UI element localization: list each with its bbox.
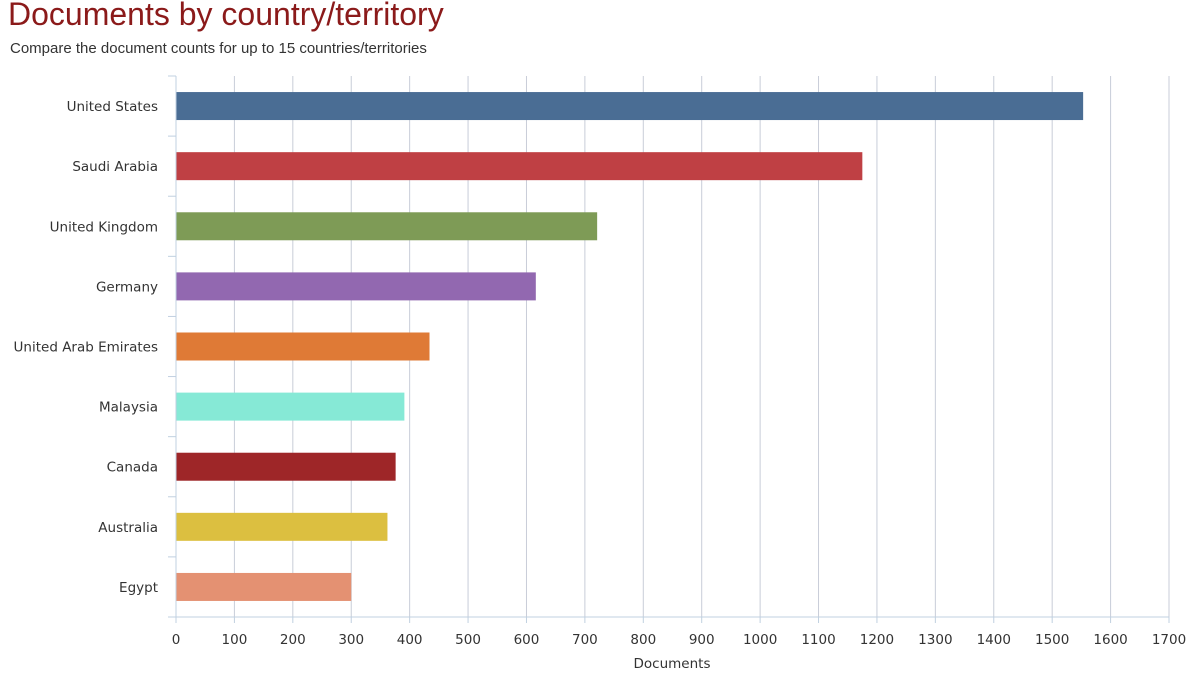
x-tick-label: 600 [514,632,540,648]
x-tick-label: 0 [172,632,181,648]
y-tick-label: Egypt [119,580,158,596]
bar-series [176,92,1084,601]
bar[interactable] [176,212,598,241]
y-tick-label: Canada [107,460,158,476]
x-tick-label: 200 [280,632,306,648]
x-axis-label: Documents [634,656,711,672]
chart-subtitle: Compare the document counts for up to 15… [10,40,427,57]
y-tick-label: Germany [96,279,158,295]
y-tick-label: Saudi Arabia [72,159,158,175]
x-tick-label: 1500 [1035,632,1069,648]
bar[interactable] [176,272,536,301]
x-tick-label: 800 [630,632,656,648]
x-tick-label: 1100 [801,632,835,648]
x-tick-label: 1000 [743,632,777,648]
bar[interactable] [176,92,1084,121]
bar[interactable] [176,332,430,361]
x-tick-label: 900 [689,632,715,648]
bar[interactable] [176,512,388,541]
axes: 0 100 200 300 400 500 600 700 800 900 1000 1100 1200… [14,75,1186,648]
x-tick-label: 700 [572,632,598,648]
chart-title: Documents by country/territory [8,0,444,32]
y-tick-label: United Arab Emirates [14,340,158,356]
bar[interactable] [176,152,863,181]
x-tick-label: 1600 [1093,632,1127,648]
x-tick-label: 400 [397,632,423,648]
x-tick-label: 300 [338,632,364,648]
bar[interactable] [176,572,352,601]
x-tick-label: 100 [222,632,248,648]
y-tick-label: Malaysia [99,400,158,416]
x-tick-label: 1200 [860,632,894,648]
bar[interactable] [176,452,396,481]
bar[interactable] [176,392,405,421]
x-tick-label: 1400 [977,632,1011,648]
y-tick-label: United Kingdom [50,219,158,235]
x-tick-label: 1700 [1152,632,1186,648]
y-tick-label: United States [67,99,158,115]
y-tick-label: Australia [98,520,158,536]
x-tick-label: 1300 [918,632,952,648]
x-tick-label: 500 [455,632,481,648]
